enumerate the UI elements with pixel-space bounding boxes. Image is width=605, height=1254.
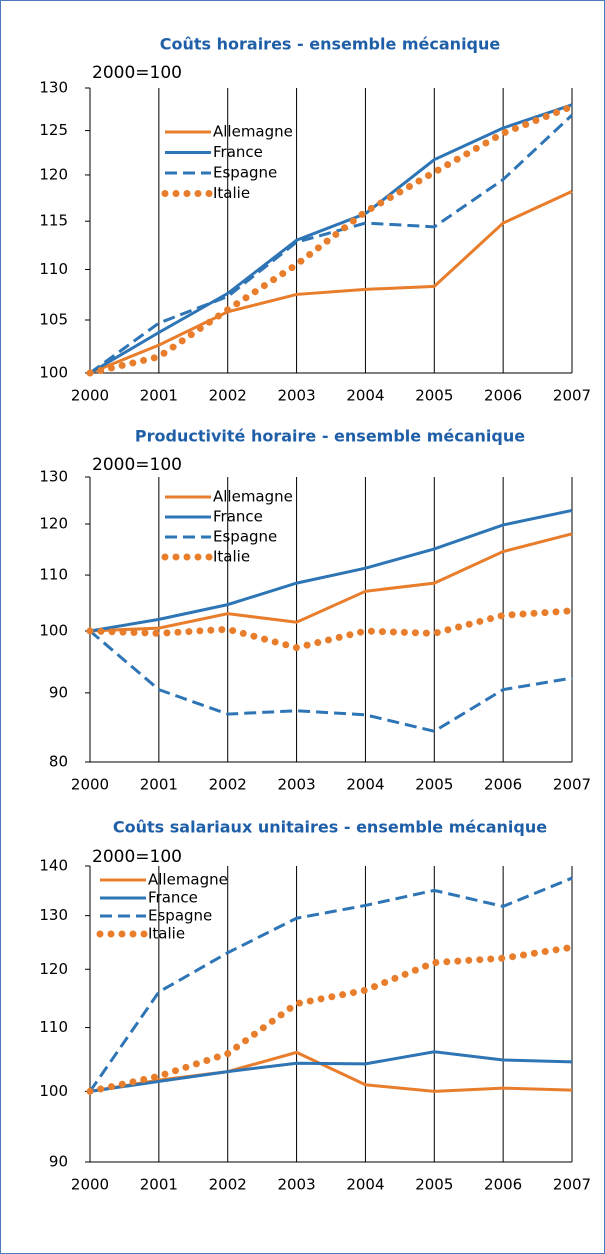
series-line: [89, 508, 573, 633]
chart-subtitle: 2000=100: [92, 847, 182, 867]
y-tick-label: 120: [39, 514, 68, 532]
chart-subtitle: 2000=100: [92, 455, 182, 475]
x-tick-label: 2000: [71, 1176, 109, 1194]
y-tick-label: 110: [39, 260, 68, 278]
y-tick-label: 100: [39, 364, 68, 382]
series-line: [86, 607, 576, 652]
y-tick-label: 105: [39, 311, 68, 329]
legend-label: Espagne: [213, 164, 277, 182]
legend-label: Allemagne: [213, 123, 293, 141]
legend-label: Allemagne: [213, 488, 293, 506]
legend-label: France: [148, 889, 198, 907]
x-tick-label: 2006: [484, 776, 522, 794]
chart-title: Coûts horaires - ensemble mécanique: [160, 35, 501, 54]
legend-label: Italie: [213, 548, 250, 566]
x-tick-label: 2003: [277, 387, 315, 405]
series-line: [86, 103, 576, 377]
x-tick-label: 2002: [209, 1176, 247, 1194]
x-tick-label: 2004: [346, 387, 384, 405]
y-tick-label: 90: [49, 1153, 68, 1171]
y-tick-label: 120: [39, 165, 68, 183]
y-tick-label: 100: [39, 1082, 68, 1100]
chart-subtitle: 2000=100: [92, 63, 182, 83]
y-tick-label: 110: [39, 566, 68, 584]
y-tick-label: 80: [49, 753, 68, 771]
chart-title: Productivité horaire - ensemble mécaniqu…: [135, 427, 525, 446]
series-line: [89, 103, 573, 375]
x-tick-label: 2003: [277, 1176, 315, 1194]
y-tick-label: 125: [39, 121, 68, 139]
legend-label: Italie: [213, 184, 250, 202]
x-tick-label: 2003: [277, 776, 315, 794]
x-tick-label: 2002: [209, 387, 247, 405]
y-tick-label: 100: [39, 622, 68, 640]
x-tick-label: 2005: [415, 387, 453, 405]
y-tick-label: 115: [39, 212, 68, 230]
legend-label: France: [213, 508, 263, 526]
x-tick-label: 2002: [209, 776, 247, 794]
y-tick-label: 140: [39, 857, 68, 875]
series-line: [89, 629, 573, 733]
series-line: [89, 113, 574, 375]
x-tick-label: 2005: [415, 776, 453, 794]
x-tick-label: 2007: [553, 387, 591, 405]
x-tick-label: 2000: [71, 776, 109, 794]
x-tick-label: 2006: [484, 387, 522, 405]
legend-label: Espagne: [148, 907, 212, 925]
series-line: [86, 943, 576, 1095]
series-line: [89, 532, 573, 633]
y-tick-label: 120: [39, 960, 68, 978]
x-tick-label: 2004: [346, 776, 384, 794]
x-tick-label: 2005: [415, 1176, 453, 1194]
series-line: [89, 1050, 573, 1093]
x-tick-label: 2006: [484, 1176, 522, 1194]
y-tick-label: 130: [39, 906, 68, 924]
legend-label: Italie: [148, 925, 185, 943]
x-tick-label: 2001: [140, 1176, 178, 1194]
x-tick-label: 2000: [71, 387, 109, 405]
y-tick-label: 90: [49, 683, 68, 701]
x-tick-label: 2001: [140, 387, 178, 405]
y-tick-label: 130: [39, 79, 68, 97]
legend-label: France: [213, 143, 263, 161]
x-tick-label: 2004: [346, 1176, 384, 1194]
series-line: [89, 190, 573, 375]
y-tick-label: 130: [39, 468, 68, 486]
series-line: [88, 876, 573, 1093]
legend-label: Espagne: [213, 528, 277, 546]
legend-label: Allemagne: [148, 871, 228, 889]
y-tick-label: 110: [39, 1018, 68, 1036]
x-tick-label: 2007: [553, 1176, 591, 1194]
x-tick-label: 2007: [553, 776, 591, 794]
chart-title: Coûts salariaux unitaires - ensemble méc…: [113, 818, 547, 837]
x-tick-label: 2001: [140, 776, 178, 794]
